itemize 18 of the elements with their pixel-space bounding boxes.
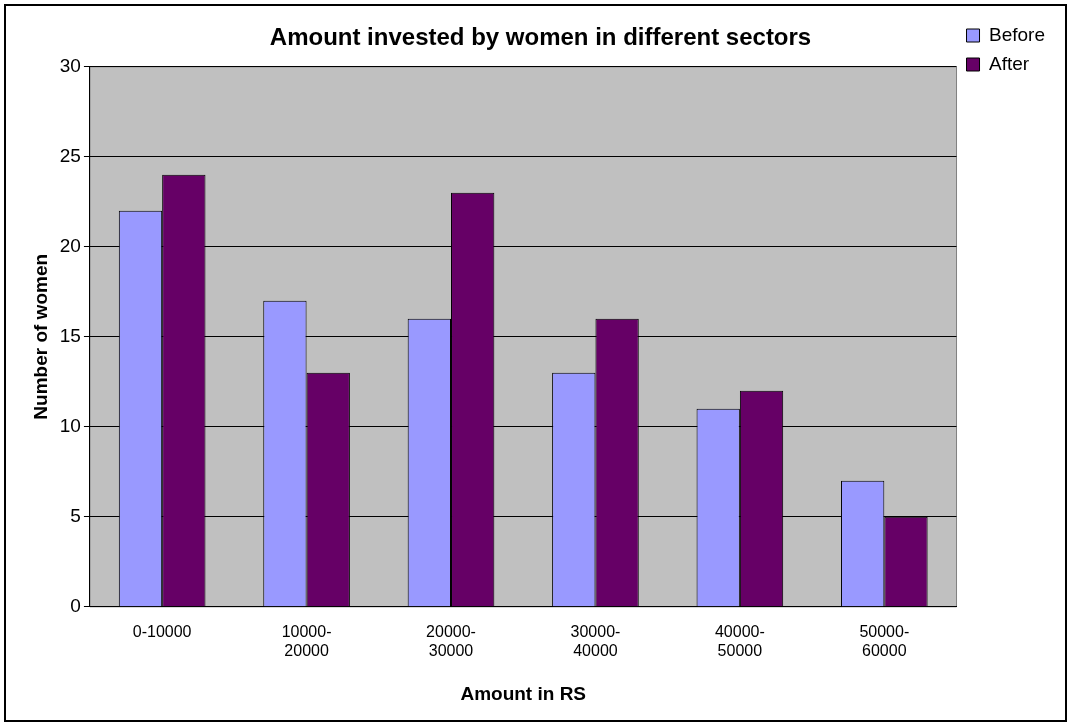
x-tick-label: 50000-60000: [859, 622, 910, 660]
y-tick-label: 20: [59, 235, 81, 257]
y-tick-label: 0: [70, 595, 81, 617]
x-tick-label: 40000-50000: [714, 622, 765, 660]
y-tick-label: 30: [59, 55, 81, 77]
x-tick-label: 10000-20000: [281, 622, 332, 660]
y-tick-label: 10: [59, 415, 81, 437]
x-tick-label: 0-10000: [132, 622, 192, 640]
chart-title: Amount invested by women in different sectors: [269, 23, 812, 51]
y-tick-label: 15: [59, 325, 81, 347]
x-tick-label: 20000-30000: [426, 622, 476, 660]
legend-label: After: [989, 52, 1030, 74]
x-tick-label: 30000-40000: [570, 622, 621, 660]
y-tick-label: 25: [59, 145, 81, 167]
legend-label: Before: [989, 23, 1045, 45]
y-tick-label: 5: [70, 505, 81, 527]
y-axis-title: Number of women: [29, 253, 51, 420]
x-axis-title: Amount in RS: [460, 682, 587, 704]
